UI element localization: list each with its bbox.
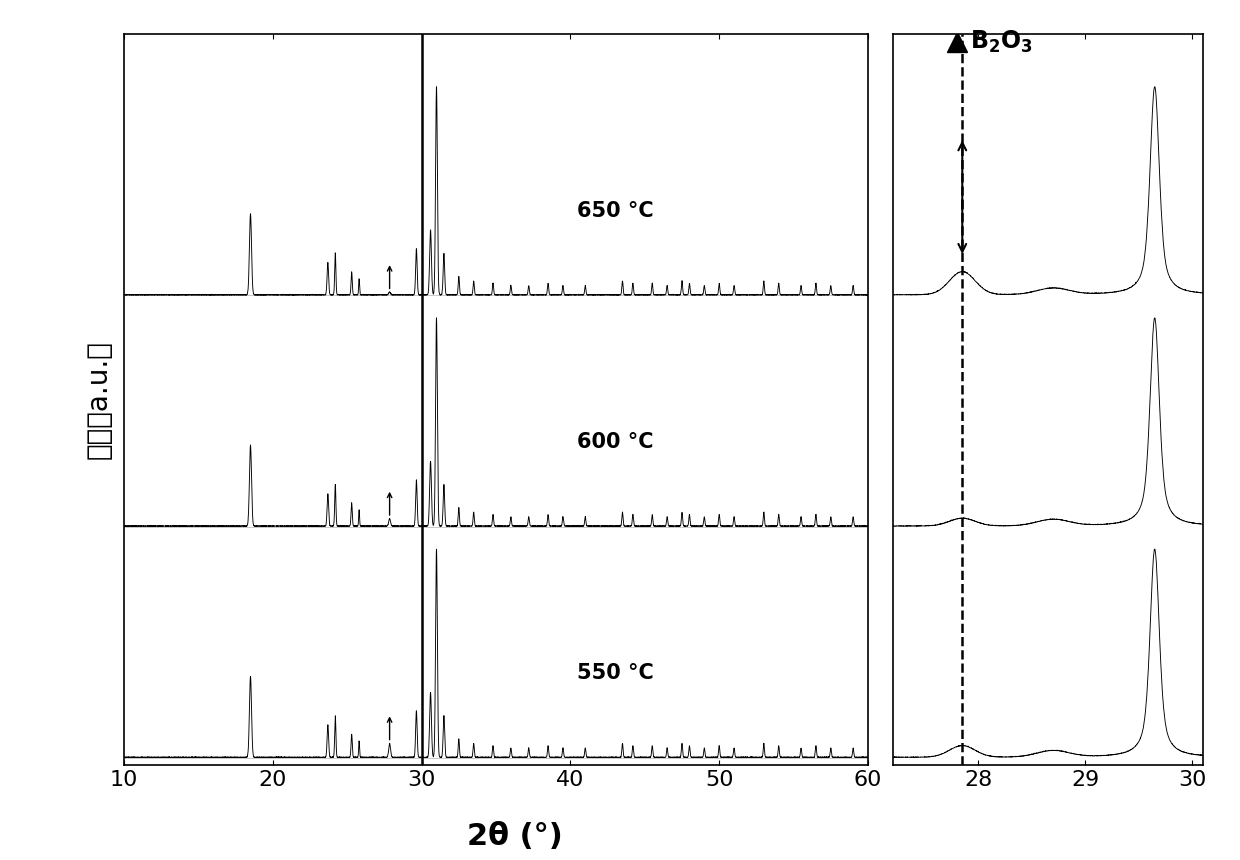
- Y-axis label: 强度（a.u.）: 强度（a.u.）: [84, 341, 113, 459]
- Text: 650 °C: 650 °C: [577, 201, 653, 221]
- Text: 600 °C: 600 °C: [577, 432, 653, 452]
- Text: 550 °C: 550 °C: [577, 663, 653, 684]
- Text: $\mathbf{B_2O_3}$: $\mathbf{B_2O_3}$: [970, 28, 1033, 55]
- Text: 2θ (°): 2θ (°): [466, 822, 563, 851]
